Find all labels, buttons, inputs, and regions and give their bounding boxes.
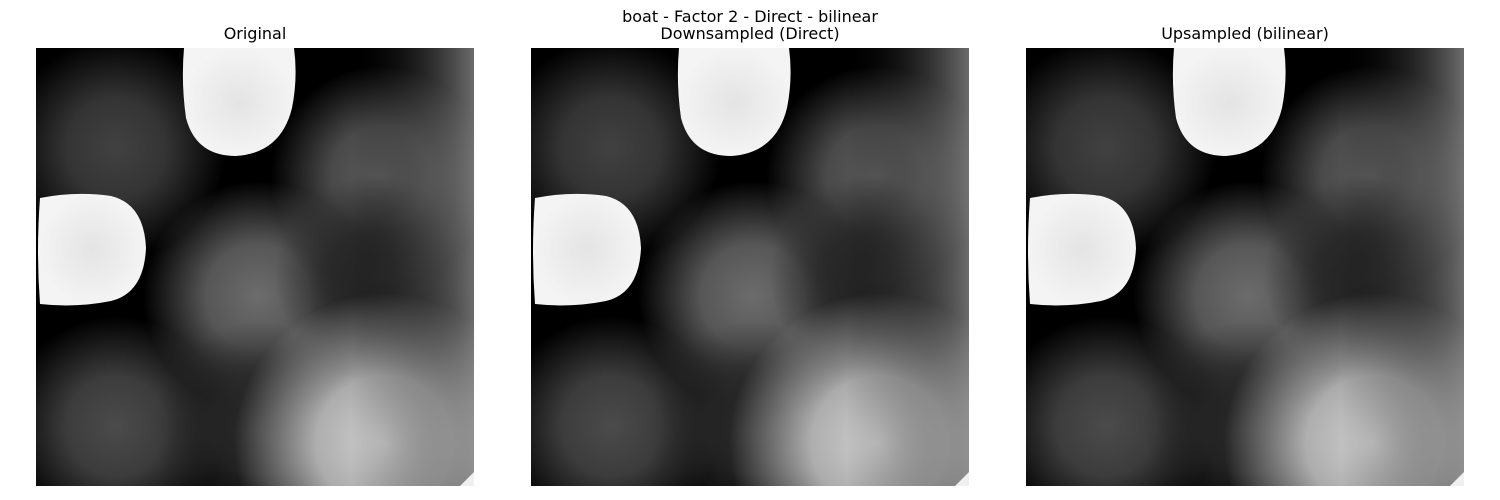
white-blob-top bbox=[182, 48, 296, 156]
image-panel-upsampled bbox=[1026, 48, 1464, 486]
panel-title-upsampled: Upsampled (bilinear) bbox=[1161, 24, 1329, 43]
white-blob-top bbox=[1172, 48, 1286, 156]
white-blob-left bbox=[1028, 193, 1136, 306]
figure-suptitle: boat - Factor 2 - Direct - bilinear bbox=[622, 7, 878, 26]
white-blob-top bbox=[677, 48, 791, 156]
white-blob-left bbox=[533, 193, 641, 306]
grayscale-image bbox=[1026, 48, 1464, 486]
corner-wedge bbox=[460, 472, 474, 486]
image-panel-original bbox=[36, 48, 474, 486]
panel-title-original: Original bbox=[223, 24, 287, 43]
white-blob-left bbox=[38, 193, 146, 306]
panel-title-downsampled: Downsampled (Direct) bbox=[660, 24, 840, 43]
corner-wedge bbox=[1450, 472, 1464, 486]
grayscale-image bbox=[531, 48, 969, 486]
corner-wedge bbox=[955, 472, 969, 486]
grayscale-image bbox=[36, 48, 474, 486]
image-panel-downsampled bbox=[531, 48, 969, 486]
